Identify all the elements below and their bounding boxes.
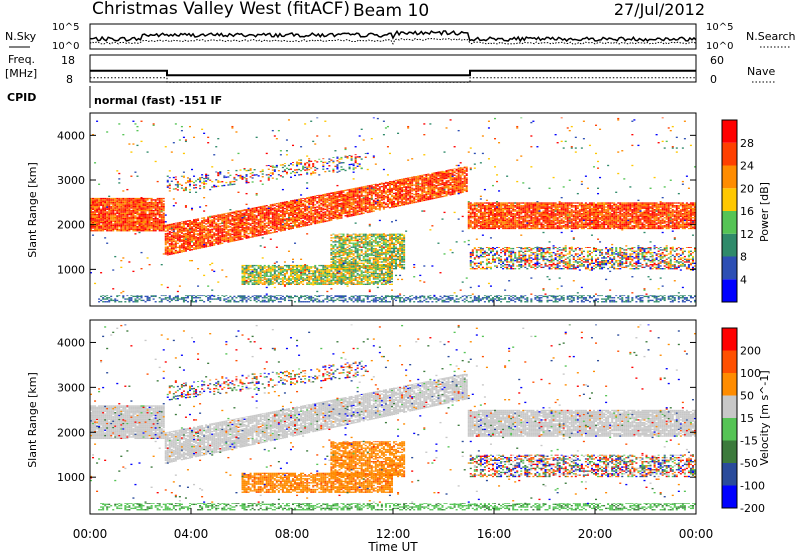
power-colorbar-label: Power [dB] — [758, 182, 771, 242]
frequency-line — [90, 71, 696, 76]
freq-tick-8: 8 — [66, 73, 73, 86]
power-ytick-3000: 3000 — [57, 174, 85, 187]
power-colorbar-tick-4: 4 — [740, 273, 747, 286]
velocity-ytick-3000: 3000 — [57, 381, 85, 394]
noise-left-tick-bottom: 10^0 — [52, 41, 79, 52]
power-colorbar-tick-12: 12 — [740, 228, 754, 241]
beam-label: Beam 10 — [353, 1, 429, 21]
power-colorbar-tick-20: 20 — [740, 182, 754, 195]
power-colorbar-swatch-4 — [722, 188, 737, 211]
nsearch-label: N.Search — [746, 30, 796, 43]
power-colorbar-swatch-0 — [722, 279, 737, 302]
cpid-panel: CPID normal (fast) -151 IF — [7, 86, 222, 108]
velocity-panel: 4000 3000 2000 1000 00:00 04:00 08:00 12:00 16:… — [26, 300, 713, 554]
nsky-label: N.Sky — [5, 30, 37, 43]
velocity-ytick-2000: 2000 — [57, 426, 85, 439]
power-colorbar: 28 24 20 16 12 8 4 Power [dB] — [722, 120, 771, 302]
velocity-colorbar-tick-15: 15 — [740, 412, 754, 425]
nave-tick-60: 60 — [710, 54, 724, 67]
noise-left-tick-top: 10^5 — [52, 22, 79, 33]
velocity-ytick-1000: 1000 — [57, 471, 85, 484]
power-ytick-1000: 1000 — [57, 263, 85, 276]
summary-plot: Christmas Valley West (fitACF) Beam 10 2… — [0, 0, 800, 554]
power-ytick-4000: 4000 — [57, 129, 85, 142]
power-colorbar-tick-16: 16 — [740, 205, 754, 218]
power-colorbar-swatch-1 — [722, 257, 737, 280]
xtick-2: 08:00 — [275, 527, 310, 541]
power-colorbar-swatch-3 — [722, 211, 737, 234]
freq-label: Freq. — [8, 53, 35, 66]
velocity-ytick-4000: 4000 — [57, 336, 85, 349]
velocity-colorbar-swatch-2 — [722, 441, 737, 464]
velocity-colorbar-swatch-1 — [722, 463, 737, 486]
power-colorbar-swatch-2 — [722, 234, 737, 257]
velocity-colorbar-tick--200: -200 — [740, 502, 765, 515]
velocity-colorbar-swatch-0 — [722, 486, 737, 509]
velocity-colorbar-tick-200: 200 — [740, 345, 761, 358]
velocity-heatmap — [90, 324, 696, 510]
xtick-1: 04:00 — [174, 527, 209, 541]
cpid-label: CPID — [7, 91, 36, 104]
power-colorbar-swatch-5 — [722, 166, 737, 189]
power-colorbar-tick-28: 28 — [740, 137, 754, 150]
nsky-line — [90, 31, 696, 41]
velocity-colorbar-swatch-7 — [722, 328, 737, 351]
power-ylabel: Slant Range [km] — [26, 162, 39, 258]
mhz-label: [MHz] — [5, 67, 37, 80]
velocity-colorbar-tick--15: -15 — [740, 435, 758, 448]
power-heatmap — [90, 117, 696, 302]
xtick-4: 16:00 — [477, 527, 512, 541]
nave-label: Nave — [747, 65, 775, 78]
velocity-colorbar-swatch-3 — [722, 418, 737, 441]
freq-tick-18: 18 — [61, 54, 75, 67]
nave-tick-0: 0 — [710, 73, 717, 86]
velocity-colorbar-label: Velocity [m s^-1] — [758, 370, 771, 465]
cpid-text: normal (fast) -151 IF — [94, 94, 222, 107]
noise-panel: N.Sky 10^5 10^0 10^5 10^0 N.Search — [5, 22, 796, 52]
velocity-colorbar-tick-50: 50 — [740, 390, 754, 403]
power-colorbar-swatch-6 — [722, 143, 737, 166]
velocity-ylabel: Slant Range [km] — [26, 372, 39, 468]
xlabel-time-ut: Time UT — [367, 540, 418, 554]
plot-title: Christmas Valley West (fitACF) — [92, 0, 350, 19]
power-ytick-2000: 2000 — [57, 219, 85, 232]
velocity-colorbar-swatch-5 — [722, 373, 737, 396]
xtick-0: 00:00 — [73, 527, 108, 541]
velocity-colorbar-swatch-4 — [722, 396, 737, 419]
xtick-5: 20:00 — [578, 527, 613, 541]
velocity-colorbar-tick--100: -100 — [740, 480, 765, 493]
xtick-3: 12:00 — [376, 527, 411, 541]
power-colorbar-tick-24: 24 — [740, 160, 754, 173]
velocity-colorbar-tick--50: -50 — [740, 457, 758, 470]
power-panel: 4000 3000 2000 1000 Slant Range [km] — [26, 113, 696, 306]
velocity-colorbar-swatch-6 — [722, 351, 737, 374]
xtick-6: 00:00 — [679, 527, 714, 541]
power-colorbar-swatch-7 — [722, 120, 737, 143]
frequency-panel: Freq. [MHz] 18 8 60 0 Nave — [5, 53, 775, 86]
noise-right-tick-top: 10^5 — [706, 22, 733, 33]
noise-right-tick-bottom: 10^0 — [706, 41, 733, 52]
plot-date: 27/Jul/2012 — [614, 0, 705, 19]
power-colorbar-tick-8: 8 — [740, 251, 747, 264]
